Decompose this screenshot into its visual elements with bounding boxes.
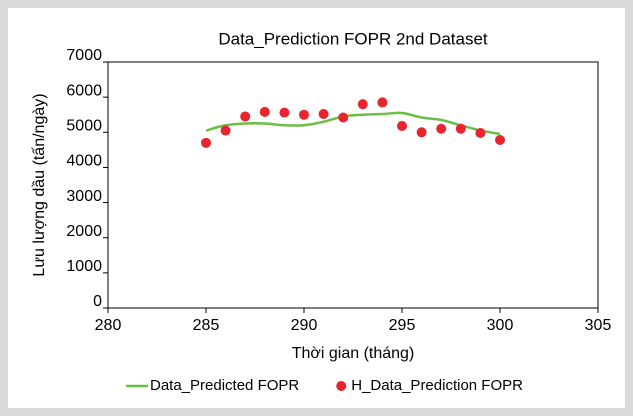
series-line bbox=[205, 111, 501, 136]
data-point bbox=[279, 107, 290, 118]
data-point bbox=[220, 125, 231, 136]
x-tick-label: 305 bbox=[585, 317, 612, 334]
data-point bbox=[495, 135, 505, 146]
x-tick-label: 285 bbox=[193, 317, 220, 334]
data-point bbox=[259, 106, 270, 117]
x-tick-label: 290 bbox=[291, 317, 318, 334]
y-tick-label: 2000 bbox=[66, 223, 102, 240]
data-point bbox=[475, 127, 486, 138]
chart-background bbox=[8, 8, 625, 408]
data-point bbox=[455, 123, 466, 134]
data-point bbox=[338, 112, 349, 123]
data-point bbox=[357, 99, 368, 110]
data-point bbox=[299, 109, 309, 120]
y-tick-label: 7000 bbox=[66, 47, 102, 64]
x-tick-label: 280 bbox=[95, 317, 122, 334]
data-point bbox=[377, 97, 388, 108]
y-tick-label: 6000 bbox=[66, 82, 102, 99]
plot-area bbox=[107, 61, 599, 309]
x-axis-label: Thời gian (tháng) bbox=[292, 345, 415, 362]
x-tick-label: 300 bbox=[487, 317, 514, 334]
data-point bbox=[318, 109, 329, 120]
y-tick-label: 4000 bbox=[66, 153, 102, 170]
legend-marker bbox=[336, 381, 347, 391]
data-point bbox=[416, 127, 427, 138]
data-point bbox=[201, 137, 211, 148]
data-point bbox=[240, 111, 251, 122]
y-axis-label: Lưu lượng dầu (tấn/ngày) bbox=[31, 93, 48, 276]
data-point bbox=[436, 123, 447, 134]
data-point bbox=[397, 120, 407, 131]
legend-label: Data_Predicted FOPR bbox=[150, 377, 299, 394]
y-tick-label: 3000 bbox=[66, 188, 102, 205]
legend-label: H_Data_Prediction FOPR bbox=[351, 377, 523, 394]
y-tick-label: 1000 bbox=[66, 258, 102, 275]
x-tick-label: 295 bbox=[389, 317, 416, 334]
y-tick-label: 0 bbox=[93, 293, 102, 310]
chart-title: Data_Prediction FOPR 2nd Dataset bbox=[218, 29, 488, 48]
y-tick-label: 5000 bbox=[66, 118, 102, 135]
